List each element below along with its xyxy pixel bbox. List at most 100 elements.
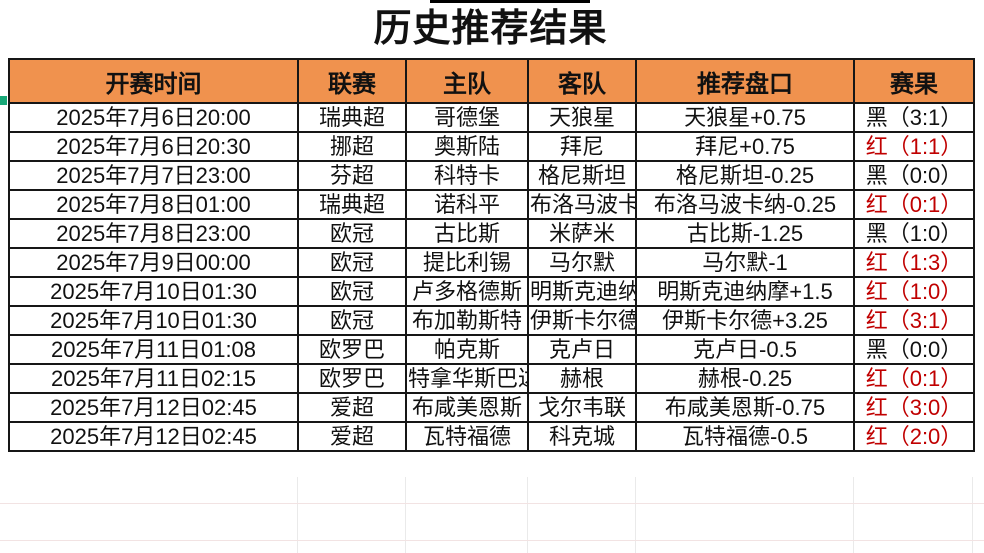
cell-away[interactable]: 布洛马波卡纳 (527, 189, 637, 220)
cell-time[interactable]: 2025年7月6日20:00 (8, 102, 299, 133)
table-row: 2025年7月11日01:08 欧罗巴 帕克斯 克卢日 克卢日-0.5 黑（0:0） (8, 334, 975, 365)
cell-result[interactable]: 红（1:1） (853, 131, 975, 162)
col-header-handicap[interactable]: 推荐盘口 (635, 58, 855, 104)
cell-home[interactable]: 古比斯 (405, 218, 529, 249)
cell-handicap[interactable]: 天狼星+0.75 (635, 102, 855, 133)
table-row: 2025年7月7日23:00 芬超 科特卡 格尼斯坦 格尼斯坦-0.25 黑（0:0） (8, 160, 975, 191)
cell-home[interactable]: 布咸美恩斯 (405, 392, 529, 423)
table-row: 2025年7月11日02:15 欧罗巴 特拿华斯巴达 赫根 赫根-0.25 红（0:1） (8, 363, 975, 394)
cell-home[interactable]: 诺科平 (405, 189, 529, 220)
cell-league[interactable]: 爱超 (297, 421, 407, 452)
cell-handicap[interactable]: 布洛马波卡纳-0.25 (635, 189, 855, 220)
cell-league[interactable]: 瑞典超 (297, 102, 407, 133)
cell-home[interactable]: 提比利锡 (405, 247, 529, 278)
cell-result[interactable]: 黑（0:0） (853, 160, 975, 191)
cell-home[interactable]: 帕克斯 (405, 334, 529, 365)
cell-away[interactable]: 伊斯卡尔德 (527, 305, 637, 336)
col-header-away[interactable]: 客队 (527, 58, 637, 104)
grid-line (0, 540, 984, 541)
cell-away[interactable]: 戈尔韦联 (527, 392, 637, 423)
cell-home[interactable]: 哥德堡 (405, 102, 529, 133)
grid-line (853, 477, 854, 553)
cell-away[interactable]: 米萨米 (527, 218, 637, 249)
cell-handicap[interactable]: 克卢日-0.5 (635, 334, 855, 365)
cell-result[interactable]: 红（1:3） (853, 247, 975, 278)
table-row: 2025年7月9日00:00 欧冠 提比利锡 马尔默 马尔默-1 红（1:3） (8, 247, 975, 278)
results-table-wrap: 开赛时间 联赛 主队 客队 推荐盘口 赛果 2025年7月6日20:00 瑞典超 哥德堡 天狼星… (8, 58, 975, 452)
cell-league[interactable]: 欧冠 (297, 247, 407, 278)
cell-time[interactable]: 2025年7月8日23:00 (8, 218, 299, 249)
cell-away[interactable]: 格尼斯坦 (527, 160, 637, 191)
cell-result[interactable]: 黑（3:1） (853, 102, 975, 133)
cell-time[interactable]: 2025年7月12日02:45 (8, 421, 299, 452)
page-title[interactable]: 历史推荐结果 (373, 7, 608, 50)
cell-result[interactable]: 黑（0:0） (853, 334, 975, 365)
cell-league[interactable]: 爱超 (297, 392, 407, 423)
cell-away[interactable]: 天狼星 (527, 102, 637, 133)
cell-home[interactable]: 布加勒斯特 (405, 305, 529, 336)
cell-result[interactable]: 红（2:0） (853, 421, 975, 452)
cell-handicap[interactable]: 瓦特福德-0.5 (635, 421, 855, 452)
cell-away[interactable]: 拜尼 (527, 131, 637, 162)
cell-home[interactable]: 瓦特福德 (405, 421, 529, 452)
grid-line (405, 477, 406, 553)
cell-league[interactable]: 芬超 (297, 160, 407, 191)
cell-league[interactable]: 欧罗巴 (297, 363, 407, 394)
cell-home[interactable]: 特拿华斯巴达 (405, 363, 529, 394)
col-header-league[interactable]: 联赛 (297, 58, 407, 104)
title-row: 历史推荐结果 (8, 0, 973, 57)
cell-league[interactable]: 欧罗巴 (297, 334, 407, 365)
cell-handicap[interactable]: 伊斯卡尔德+3.25 (635, 305, 855, 336)
header-row: 开赛时间 联赛 主队 客队 推荐盘口 赛果 (8, 58, 975, 104)
table-row: 2025年7月6日20:00 瑞典超 哥德堡 天狼星 天狼星+0.75 黑（3:1） (8, 102, 975, 133)
cell-away[interactable]: 明斯克迪纳摩 (527, 276, 637, 307)
cell-handicap[interactable]: 古比斯-1.25 (635, 218, 855, 249)
cell-result[interactable]: 红（3:0） (853, 392, 975, 423)
cell-away[interactable]: 马尔默 (527, 247, 637, 278)
cell-away[interactable]: 赫根 (527, 363, 637, 394)
cell-result[interactable]: 红（0:1） (853, 363, 975, 394)
cell-handicap[interactable]: 明斯克迪纳摩+1.5 (635, 276, 855, 307)
cell-handicap[interactable]: 格尼斯坦-0.25 (635, 160, 855, 191)
cell-handicap[interactable]: 赫根-0.25 (635, 363, 855, 394)
cell-league[interactable]: 欧冠 (297, 218, 407, 249)
cell-time[interactable]: 2025年7月6日20:30 (8, 131, 299, 162)
cell-league[interactable]: 欧冠 (297, 276, 407, 307)
cell-time[interactable]: 2025年7月12日02:45 (8, 392, 299, 423)
cell-home[interactable]: 科特卡 (405, 160, 529, 191)
cell-time[interactable]: 2025年7月11日01:08 (8, 334, 299, 365)
cell-time[interactable]: 2025年7月7日23:00 (8, 160, 299, 191)
cell-handicap[interactable]: 布咸美恩斯-0.75 (635, 392, 855, 423)
cell-time[interactable]: 2025年7月10日01:30 (8, 276, 299, 307)
cell-time[interactable]: 2025年7月8日01:00 (8, 189, 299, 220)
cell-result[interactable]: 黑（1:0） (853, 218, 975, 249)
cell-away[interactable]: 克卢日 (527, 334, 637, 365)
table-row: 2025年7月8日23:00 欧冠 古比斯 米萨米 古比斯-1.25 黑（1:0） (8, 218, 975, 249)
cell-handicap[interactable]: 拜尼+0.75 (635, 131, 855, 162)
cell-result[interactable]: 红（3:1） (853, 305, 975, 336)
col-header-home[interactable]: 主队 (405, 58, 529, 104)
sheet-selection-mark (0, 96, 7, 105)
cell-away[interactable]: 科克城 (527, 421, 637, 452)
grid-line (297, 477, 298, 553)
cell-league[interactable]: 挪超 (297, 131, 407, 162)
cell-time[interactable]: 2025年7月10日01:30 (8, 305, 299, 336)
grid-line (635, 477, 636, 553)
col-header-result[interactable]: 赛果 (853, 58, 975, 104)
cell-home[interactable]: 奥斯陆 (405, 131, 529, 162)
cell-time[interactable]: 2025年7月9日00:00 (8, 247, 299, 278)
cell-time[interactable]: 2025年7月11日02:15 (8, 363, 299, 394)
col-header-time[interactable]: 开赛时间 (8, 58, 299, 104)
cell-league[interactable]: 欧冠 (297, 305, 407, 336)
table-row: 2025年7月8日01:00瑞典超诺科平布洛马波卡纳布洛马波卡纳-0.25红（0… (8, 189, 975, 220)
cell-result[interactable]: 红（1:0） (853, 276, 975, 307)
table-row: 2025年7月12日02:45 爱超 瓦特福德 科克城 瓦特福德-0.5 红（2:0） (8, 421, 975, 452)
grid-line (0, 503, 984, 504)
cell-handicap[interactable]: 马尔默-1 (635, 247, 855, 278)
cell-home[interactable]: 卢多格德斯 (405, 276, 529, 307)
cell-result[interactable]: 红（0:1） (853, 189, 975, 220)
table-row: 2025年7月10日01:30 欧冠 布加勒斯特 伊斯卡尔德 伊斯卡尔德+3.25 红（3… (8, 305, 975, 336)
table-row: 2025年7月12日02:45 爱超 布咸美恩斯 戈尔韦联 布咸美恩斯-0.75 红（3:… (8, 392, 975, 423)
cell-league[interactable]: 瑞典超 (297, 189, 407, 220)
